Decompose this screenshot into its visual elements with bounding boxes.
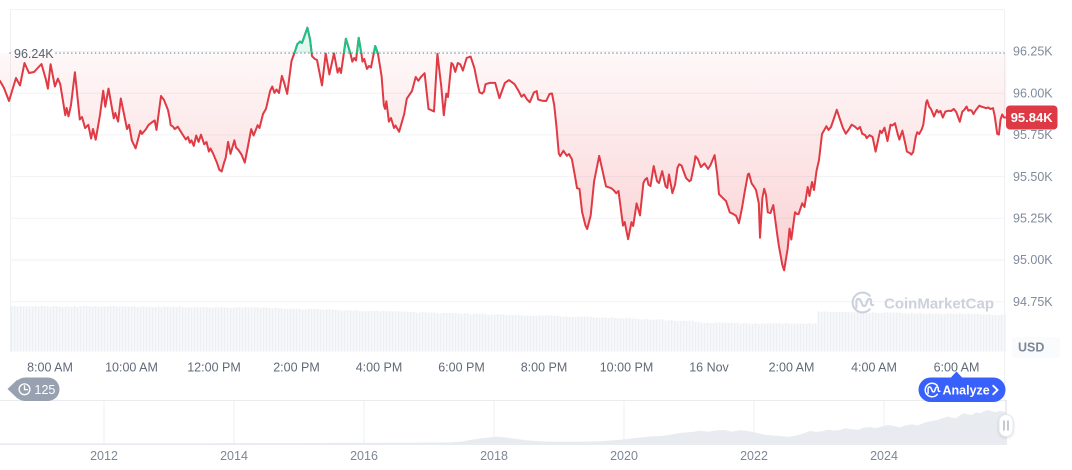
svg-text:12:00 PM: 12:00 PM <box>187 361 241 375</box>
svg-text:125: 125 <box>35 383 56 397</box>
svg-text:2018: 2018 <box>480 449 508 463</box>
svg-text:4:00 PM: 4:00 PM <box>356 361 403 375</box>
svg-text:96.24K: 96.24K <box>14 47 54 61</box>
svg-text:95.25K: 95.25K <box>1013 212 1053 226</box>
svg-text:2:00 PM: 2:00 PM <box>273 361 320 375</box>
svg-text:CoinMarketCap: CoinMarketCap <box>884 296 994 313</box>
svg-text:2014: 2014 <box>220 449 248 463</box>
svg-text:8:00 AM: 8:00 AM <box>27 361 73 375</box>
svg-text:95.75K: 95.75K <box>1013 128 1053 142</box>
svg-text:8:00 PM: 8:00 PM <box>521 361 568 375</box>
svg-text:10:00 AM: 10:00 AM <box>105 361 158 375</box>
svg-text:USD: USD <box>1018 341 1044 355</box>
svg-text:94.75K: 94.75K <box>1013 295 1053 309</box>
svg-text:4:00 AM: 4:00 AM <box>851 361 897 375</box>
svg-text:2022: 2022 <box>740 449 768 463</box>
svg-text:2024: 2024 <box>870 449 898 463</box>
svg-text:96.00K: 96.00K <box>1013 86 1053 100</box>
svg-text:10:00 PM: 10:00 PM <box>600 361 654 375</box>
svg-text:2012: 2012 <box>90 449 118 463</box>
svg-text:2020: 2020 <box>610 449 638 463</box>
svg-text:6:00 AM: 6:00 AM <box>934 361 980 375</box>
svg-text:95.00K: 95.00K <box>1013 253 1053 267</box>
svg-text:96.25K: 96.25K <box>1013 45 1053 59</box>
svg-text:95.84K: 95.84K <box>1011 110 1054 125</box>
svg-text:95.50K: 95.50K <box>1013 170 1053 184</box>
svg-text:Analyze: Analyze <box>943 383 990 397</box>
svg-text:2:00 AM: 2:00 AM <box>769 361 815 375</box>
svg-text:2016: 2016 <box>350 449 378 463</box>
svg-text:6:00 PM: 6:00 PM <box>438 361 485 375</box>
svg-text:16 Nov: 16 Nov <box>689 361 729 375</box>
